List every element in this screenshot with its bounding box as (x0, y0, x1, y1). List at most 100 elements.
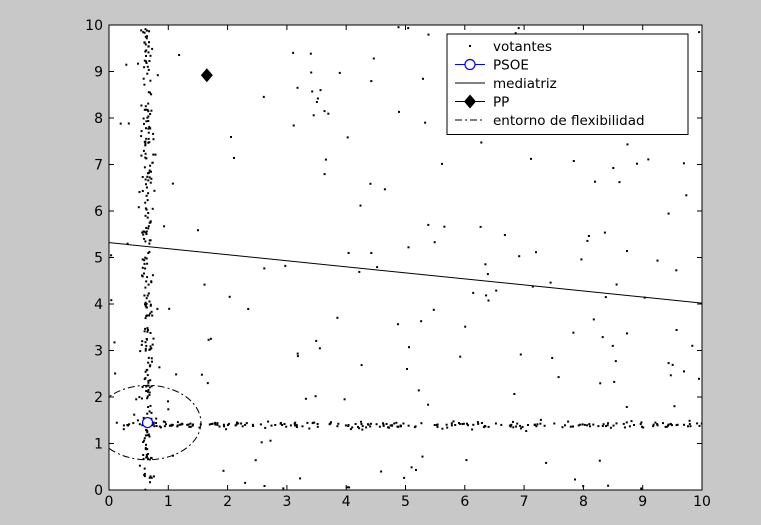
voter-point (142, 31, 145, 34)
voter-point (398, 110, 400, 113)
voter-point (158, 425, 161, 428)
voter-point (517, 27, 520, 30)
voter-point (346, 486, 349, 489)
voter-point (145, 280, 148, 283)
voter-point (163, 425, 166, 428)
voter-point (144, 377, 147, 380)
voter-point (145, 120, 148, 123)
voter-point (148, 242, 151, 245)
voter-point (263, 267, 266, 270)
voter-point (515, 425, 518, 428)
voter-point (583, 423, 586, 426)
voter-point (146, 216, 149, 219)
voter-point (688, 419, 691, 422)
voter-point (669, 423, 672, 426)
voter-point (656, 423, 659, 426)
voter-point (264, 426, 267, 429)
voter-point (535, 425, 538, 428)
voter-point (145, 49, 148, 52)
voter-point (145, 385, 148, 388)
voter-point (148, 300, 151, 303)
voter-point (269, 439, 272, 442)
voter-point (572, 160, 575, 162)
voter-point (151, 274, 154, 277)
x-tick-label: 5 (401, 494, 410, 510)
voter-point (698, 377, 700, 380)
voter-point (327, 112, 330, 115)
voter-point (459, 355, 462, 358)
voter-point (618, 181, 621, 184)
voter-point (114, 372, 117, 375)
voter-point (685, 194, 688, 197)
voter-point (189, 422, 192, 425)
voter-point (144, 305, 147, 307)
voter-point (145, 127, 147, 130)
voter-point (147, 381, 150, 384)
voter-point (152, 337, 155, 340)
y-tick-label: 4 (94, 297, 103, 313)
voter-point (168, 307, 171, 310)
voter-point (143, 437, 146, 440)
voter-point (598, 459, 601, 462)
voter-point (141, 190, 144, 192)
voter-point (147, 110, 150, 113)
voter-point (145, 297, 148, 300)
voter-point (149, 91, 151, 94)
voter-point (151, 360, 153, 363)
voter-point (252, 425, 255, 427)
voter-point (572, 331, 575, 334)
voter-point (687, 425, 689, 428)
x-tick-label: 1 (164, 494, 173, 510)
voter-point (145, 55, 147, 57)
voter-point (691, 344, 694, 347)
voter-point (222, 423, 225, 426)
voter-point (472, 291, 475, 294)
voter-point (144, 349, 147, 352)
legend-swatch-votantes (469, 45, 471, 47)
voter-point (236, 421, 238, 424)
voter-point (148, 393, 151, 396)
voter-point (147, 433, 150, 436)
voter-point (149, 303, 152, 306)
psoe-marker (141, 416, 154, 429)
voter-point (223, 425, 226, 428)
voter-point (518, 255, 521, 258)
voter-point (361, 425, 364, 427)
voter-point (210, 423, 213, 425)
voter-point (436, 425, 439, 428)
voter-point (330, 421, 332, 424)
voter-point (669, 374, 672, 377)
voter-point (407, 27, 410, 30)
voter-point (146, 294, 149, 297)
y-tick-label: 2 (94, 390, 103, 406)
voter-point (127, 424, 130, 427)
voter-point (167, 400, 169, 403)
voter-point (145, 443, 147, 446)
voter-point (427, 403, 430, 406)
voter-point (500, 423, 503, 426)
voter-point (586, 424, 589, 427)
voter-point (313, 421, 316, 424)
voter-point (607, 422, 609, 425)
voter-point (142, 149, 145, 152)
voter-point (149, 304, 152, 307)
y-tick-label: 0 (94, 483, 103, 499)
voter-point (142, 77, 145, 80)
voter-point (192, 423, 194, 426)
voter-point (146, 262, 149, 265)
voter-point (514, 32, 517, 35)
voter-point (279, 422, 282, 425)
voter-point (316, 425, 319, 428)
voter-point (144, 231, 147, 234)
voter-point (372, 57, 375, 60)
voter-point (458, 422, 461, 425)
voter-point (671, 424, 673, 427)
voter-point (216, 422, 219, 425)
voter-point (152, 153, 155, 156)
voter-point (155, 425, 158, 427)
voter-point (149, 348, 152, 351)
voter-point (347, 252, 350, 254)
voter-point (446, 426, 449, 429)
voter-point (413, 426, 416, 429)
